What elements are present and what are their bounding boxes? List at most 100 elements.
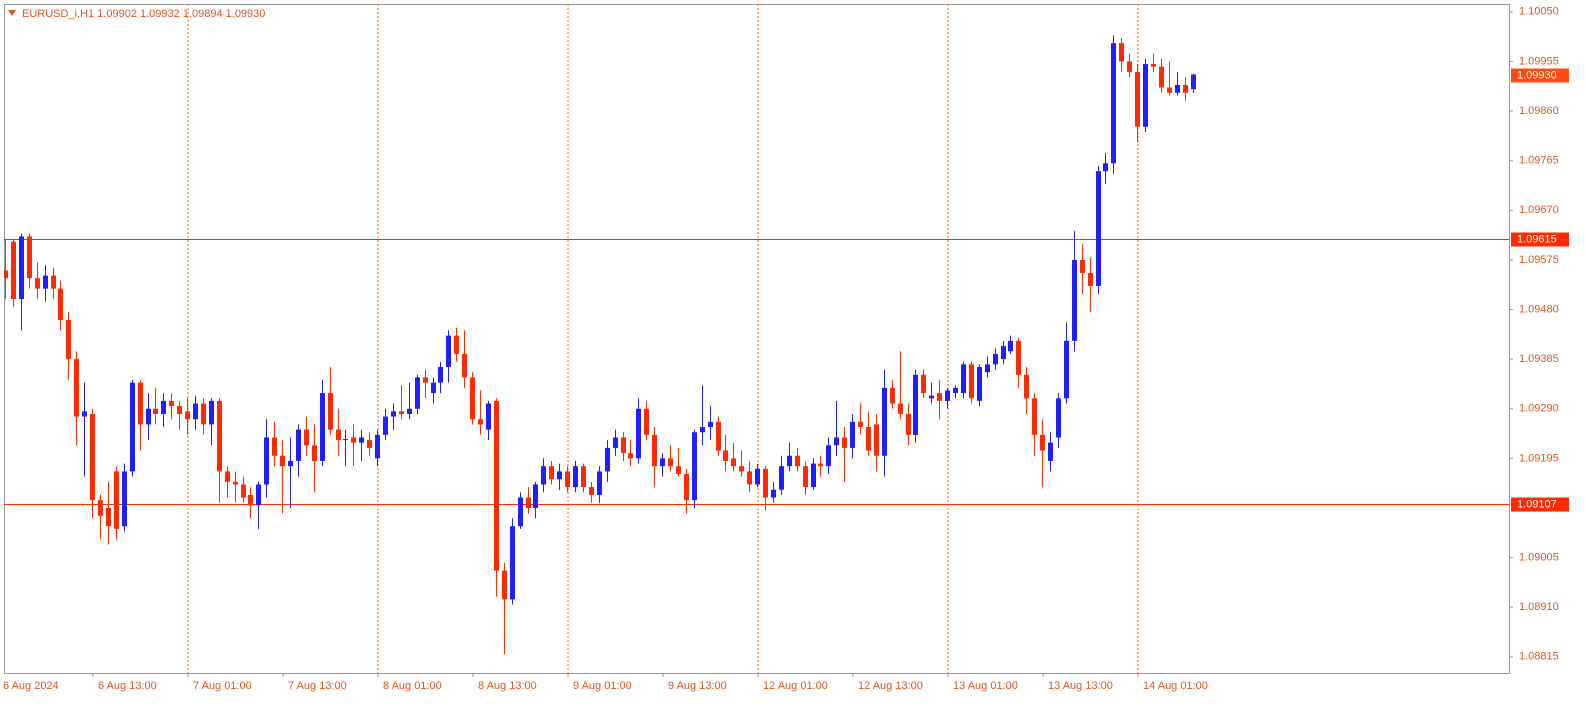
y-tick-label: 1.09575 bbox=[1519, 254, 1559, 266]
candle-body bbox=[1159, 66, 1164, 88]
candle-body bbox=[1191, 74, 1196, 90]
candle-body bbox=[193, 403, 198, 420]
candle-body bbox=[470, 377, 475, 420]
candle-body bbox=[700, 427, 705, 433]
candle-body bbox=[486, 403, 491, 430]
candle-body bbox=[676, 466, 681, 475]
candle-body bbox=[684, 474, 689, 501]
candle-body bbox=[874, 424, 879, 456]
candle-body bbox=[217, 400, 222, 472]
candle-body bbox=[1008, 340, 1013, 352]
candle-body bbox=[74, 359, 79, 417]
price-label-box bbox=[1511, 232, 1569, 247]
candle-body bbox=[146, 408, 151, 425]
x-tick-label: 6 Aug 13:00 bbox=[98, 680, 157, 692]
candle-body bbox=[1135, 71, 1140, 127]
candle-body bbox=[953, 387, 958, 394]
candle-body bbox=[1183, 84, 1188, 93]
header-arrow bbox=[8, 10, 16, 16]
candle-body bbox=[1088, 272, 1093, 287]
candle-body bbox=[1048, 442, 1053, 461]
candle-body bbox=[35, 278, 40, 289]
candle-body bbox=[708, 421, 713, 428]
candle-body bbox=[114, 471, 119, 529]
candle-body bbox=[818, 463, 823, 467]
candle-body bbox=[1119, 43, 1124, 62]
candle-body bbox=[27, 236, 32, 279]
candle-body bbox=[82, 411, 87, 417]
candle-body bbox=[803, 466, 808, 488]
candle-body bbox=[1127, 61, 1132, 72]
candle-body bbox=[557, 471, 562, 480]
candle-body bbox=[811, 463, 816, 488]
candle-body bbox=[834, 437, 839, 446]
candle-body bbox=[692, 432, 697, 501]
candle-body bbox=[153, 408, 158, 414]
y-tick-label: 1.10050 bbox=[1519, 6, 1559, 18]
candle-body bbox=[787, 455, 792, 467]
candle-body bbox=[264, 437, 269, 485]
candle-body bbox=[597, 471, 602, 495]
chart-title: EURUSD_i,H1 1.09902 1.09932 1.09894 1.09… bbox=[22, 8, 265, 20]
candle-body bbox=[225, 471, 230, 482]
candle-body bbox=[454, 335, 459, 354]
candle-body bbox=[43, 275, 48, 289]
candle-body bbox=[446, 335, 451, 367]
candle-body bbox=[177, 406, 182, 414]
candle-body bbox=[1001, 346, 1006, 360]
y-tick-label: 1.08910 bbox=[1519, 601, 1559, 613]
candle-body bbox=[1111, 43, 1116, 164]
candle-body bbox=[771, 489, 776, 498]
candle-body bbox=[1024, 374, 1029, 399]
candle-body bbox=[1016, 340, 1021, 375]
candle-body bbox=[1151, 64, 1156, 67]
candle-body bbox=[256, 484, 261, 506]
candle-body bbox=[945, 390, 950, 401]
candle-body bbox=[755, 468, 760, 485]
y-tick-label: 1.08815 bbox=[1519, 651, 1559, 663]
y-tick-label: 1.09290 bbox=[1519, 403, 1559, 415]
candle-body bbox=[565, 471, 570, 488]
plot-area bbox=[4, 4, 1509, 673]
x-tick-label: 13 Aug 13:00 bbox=[1048, 680, 1113, 692]
candle-body bbox=[1072, 259, 1077, 341]
candle-body bbox=[272, 437, 277, 456]
x-tick-label: 9 Aug 01:00 bbox=[573, 680, 632, 692]
candle-body bbox=[280, 455, 285, 467]
x-tick-label: 7 Aug 01:00 bbox=[193, 680, 252, 692]
candle-body bbox=[399, 411, 404, 414]
candle-body bbox=[668, 458, 673, 467]
candle-body bbox=[122, 471, 127, 527]
candle-body bbox=[842, 437, 847, 448]
candle-body bbox=[312, 445, 317, 461]
candle-body bbox=[993, 353, 998, 365]
candle-body bbox=[407, 408, 412, 414]
candle-body bbox=[573, 466, 578, 488]
candle-body bbox=[985, 364, 990, 373]
candle-body bbox=[336, 429, 341, 441]
candle-body bbox=[613, 437, 618, 448]
candle-body bbox=[716, 421, 721, 451]
candle-body bbox=[541, 466, 546, 485]
last-price-label: 1.09930 bbox=[1517, 69, 1557, 81]
candle-body bbox=[739, 466, 744, 472]
candle-body bbox=[343, 439, 348, 441]
candle-body bbox=[747, 471, 752, 485]
candle-body bbox=[58, 288, 63, 320]
price-label-box bbox=[1511, 497, 1569, 512]
candle-body bbox=[866, 427, 871, 451]
candle-body bbox=[11, 241, 16, 300]
y-tick-label: 1.09670 bbox=[1519, 204, 1559, 216]
last-price-box bbox=[1511, 68, 1569, 83]
candle-body bbox=[161, 400, 166, 414]
candle-body bbox=[906, 413, 911, 435]
candle-body bbox=[1167, 87, 1172, 93]
candle-body bbox=[98, 500, 103, 516]
candle-body bbox=[415, 377, 420, 409]
candle-body bbox=[723, 450, 728, 461]
candle-body bbox=[937, 393, 942, 401]
candle-body bbox=[233, 481, 238, 485]
candle-body bbox=[652, 434, 657, 467]
y-tick-label: 1.09860 bbox=[1519, 105, 1559, 117]
